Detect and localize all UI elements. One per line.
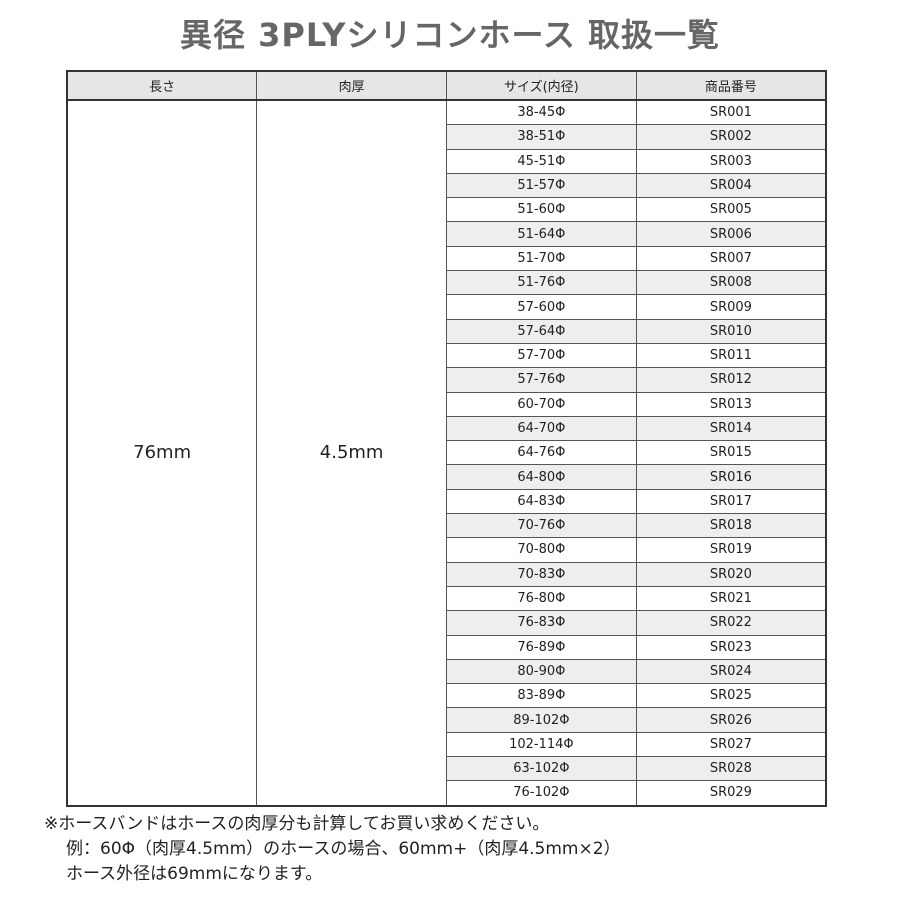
- code-cell: SR023: [635, 634, 827, 660]
- page-title: 異径 3PLYシリコンホース 取扱一覧: [180, 16, 720, 54]
- size-cell: 57-76Φ: [446, 367, 637, 393]
- table-row: 57-70Φ SR011: [67, 342, 827, 369]
- code-cell: SR010: [635, 318, 827, 344]
- table-row: 51-76Φ SR008: [67, 270, 827, 296]
- note-line: ※ホースバンドはホースの肉厚分も計算してお買い求めください。: [44, 814, 550, 834]
- table-row: 57-76Φ SR012: [67, 367, 827, 393]
- table-row: 38-51Φ SR002: [67, 124, 827, 150]
- size-cell: 51-60Φ: [446, 197, 637, 223]
- table-row: 51-64Φ SR006: [67, 221, 827, 247]
- code-cell: SR012: [635, 367, 827, 393]
- table-row: 64-76Φ SR015: [67, 440, 827, 466]
- code-cell: SR022: [635, 610, 827, 636]
- table-row: 76-102Φ SR029: [67, 780, 827, 807]
- size-cell: 51-76Φ: [446, 270, 637, 296]
- table-row: 51-57Φ SR004: [67, 172, 827, 199]
- code-cell: SR007: [635, 245, 827, 272]
- size-cell: 64-70Φ: [446, 415, 637, 442]
- size-cell: 38-45Φ: [446, 99, 637, 126]
- header-code: 商品番号: [635, 70, 827, 101]
- size-cell: 83-89Φ: [446, 683, 637, 709]
- table-row: 63-102Φ SR028: [67, 756, 827, 782]
- table-row: 70-83Φ SR020: [67, 561, 827, 587]
- table-row: 57-60Φ SR009: [67, 294, 827, 320]
- table-row: 70-80Φ SR019: [67, 537, 827, 563]
- code-cell: SR015: [635, 440, 827, 466]
- code-cell: SR013: [635, 391, 827, 417]
- code-cell: SR024: [635, 658, 827, 685]
- table-row: 70-76Φ SR018: [67, 513, 827, 539]
- size-cell: 89-102Φ: [446, 707, 637, 733]
- table-row: 102-114Φ SR027: [67, 731, 827, 758]
- size-cell: 57-70Φ: [446, 342, 637, 369]
- code-cell: SR014: [635, 415, 827, 442]
- table-row: 76-83Φ SR022: [67, 610, 827, 636]
- code-cell: SR006: [635, 221, 827, 247]
- length-cell: 76mm: [66, 99, 258, 807]
- size-cell: 64-76Φ: [446, 440, 637, 466]
- table-row: 51-60Φ SR005: [67, 197, 827, 223]
- table-header-row: 長さ 肉厚 サイズ(内径) 商品番号: [66, 70, 827, 101]
- code-cell: SR027: [635, 731, 827, 758]
- code-cell: SR017: [635, 488, 827, 515]
- thickness-cell: 4.5mm: [256, 99, 447, 807]
- note-line: ホース外径は69mmになります。: [66, 864, 323, 884]
- header-thickness: 肉厚: [256, 70, 447, 101]
- size-cell: 51-70Φ: [446, 245, 637, 272]
- table-row: 60-70Φ SR013: [67, 391, 827, 417]
- size-cell: 57-64Φ: [446, 318, 637, 344]
- code-cell: SR005: [635, 197, 827, 223]
- code-cell: SR008: [635, 270, 827, 296]
- size-cell: 51-64Φ: [446, 221, 637, 247]
- product-table: 長さ 肉厚 サイズ(内径) 商品番号 76mm 4.5mm 38-45Φ SR001 3…: [66, 70, 827, 807]
- header-size: サイズ(内径): [446, 70, 637, 101]
- size-cell: 102-114Φ: [446, 731, 637, 758]
- code-cell: SR028: [635, 756, 827, 782]
- size-cell: 64-80Φ: [446, 464, 637, 490]
- code-cell: SR004: [635, 172, 827, 199]
- code-cell: SR002: [635, 124, 827, 150]
- size-cell: 51-57Φ: [446, 172, 637, 199]
- size-cell: 70-76Φ: [446, 513, 637, 539]
- size-cell: 60-70Φ: [446, 391, 637, 417]
- size-cell: 70-83Φ: [446, 561, 637, 587]
- table-row: 51-70Φ SR007: [67, 245, 827, 272]
- size-cell: 57-60Φ: [446, 294, 637, 320]
- table-row: 64-80Φ SR016: [67, 464, 827, 490]
- size-cell: 64-83Φ: [446, 488, 637, 515]
- table-row: 64-70Φ SR014: [67, 415, 827, 442]
- size-cell: 38-51Φ: [446, 124, 637, 150]
- size-cell: 80-90Φ: [446, 658, 637, 685]
- code-cell: SR021: [635, 585, 827, 612]
- code-cell: SR029: [635, 780, 827, 807]
- notes: ※ホースバンドはホースの肉厚分も計算してお買い求めください。 例：60Φ（肉厚4…: [44, 812, 621, 887]
- table-row: 76mm 4.5mm 38-45Φ SR001: [66, 99, 827, 807]
- size-cell: 76-102Φ: [446, 780, 637, 807]
- table-row: 64-83Φ SR017: [67, 488, 827, 515]
- code-cell: SR016: [635, 464, 827, 490]
- code-cell: SR020: [635, 561, 827, 587]
- table-row: 45-51Φ SR003: [67, 148, 827, 174]
- code-cell: SR025: [635, 683, 827, 709]
- size-cell: 76-89Φ: [446, 634, 637, 660]
- size-cell: 76-80Φ: [446, 585, 637, 612]
- code-cell: SR009: [635, 294, 827, 320]
- table-row: 89-102Φ SR026: [67, 707, 827, 733]
- code-cell: SR001: [635, 99, 827, 126]
- header-length: 長さ: [66, 70, 258, 101]
- size-cell: 76-83Φ: [446, 610, 637, 636]
- code-cell: SR018: [635, 513, 827, 539]
- note-line: 例：60Φ（肉厚4.5mm）のホースの場合、60mm+（肉厚4.5mm×2）: [66, 839, 621, 859]
- size-cell: 63-102Φ: [446, 756, 637, 782]
- code-cell: SR011: [635, 342, 827, 369]
- code-cell: SR003: [635, 148, 827, 174]
- table-row: 57-64Φ SR010: [67, 318, 827, 344]
- size-cell: 70-80Φ: [446, 537, 637, 563]
- code-cell: SR026: [635, 707, 827, 733]
- code-cell: SR019: [635, 537, 827, 563]
- size-cell: 45-51Φ: [446, 148, 637, 174]
